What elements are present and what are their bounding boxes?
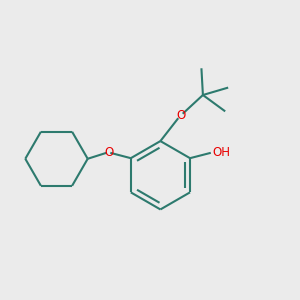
- Text: O: O: [104, 146, 113, 159]
- Text: O: O: [176, 109, 185, 122]
- Text: OH: OH: [213, 146, 231, 159]
